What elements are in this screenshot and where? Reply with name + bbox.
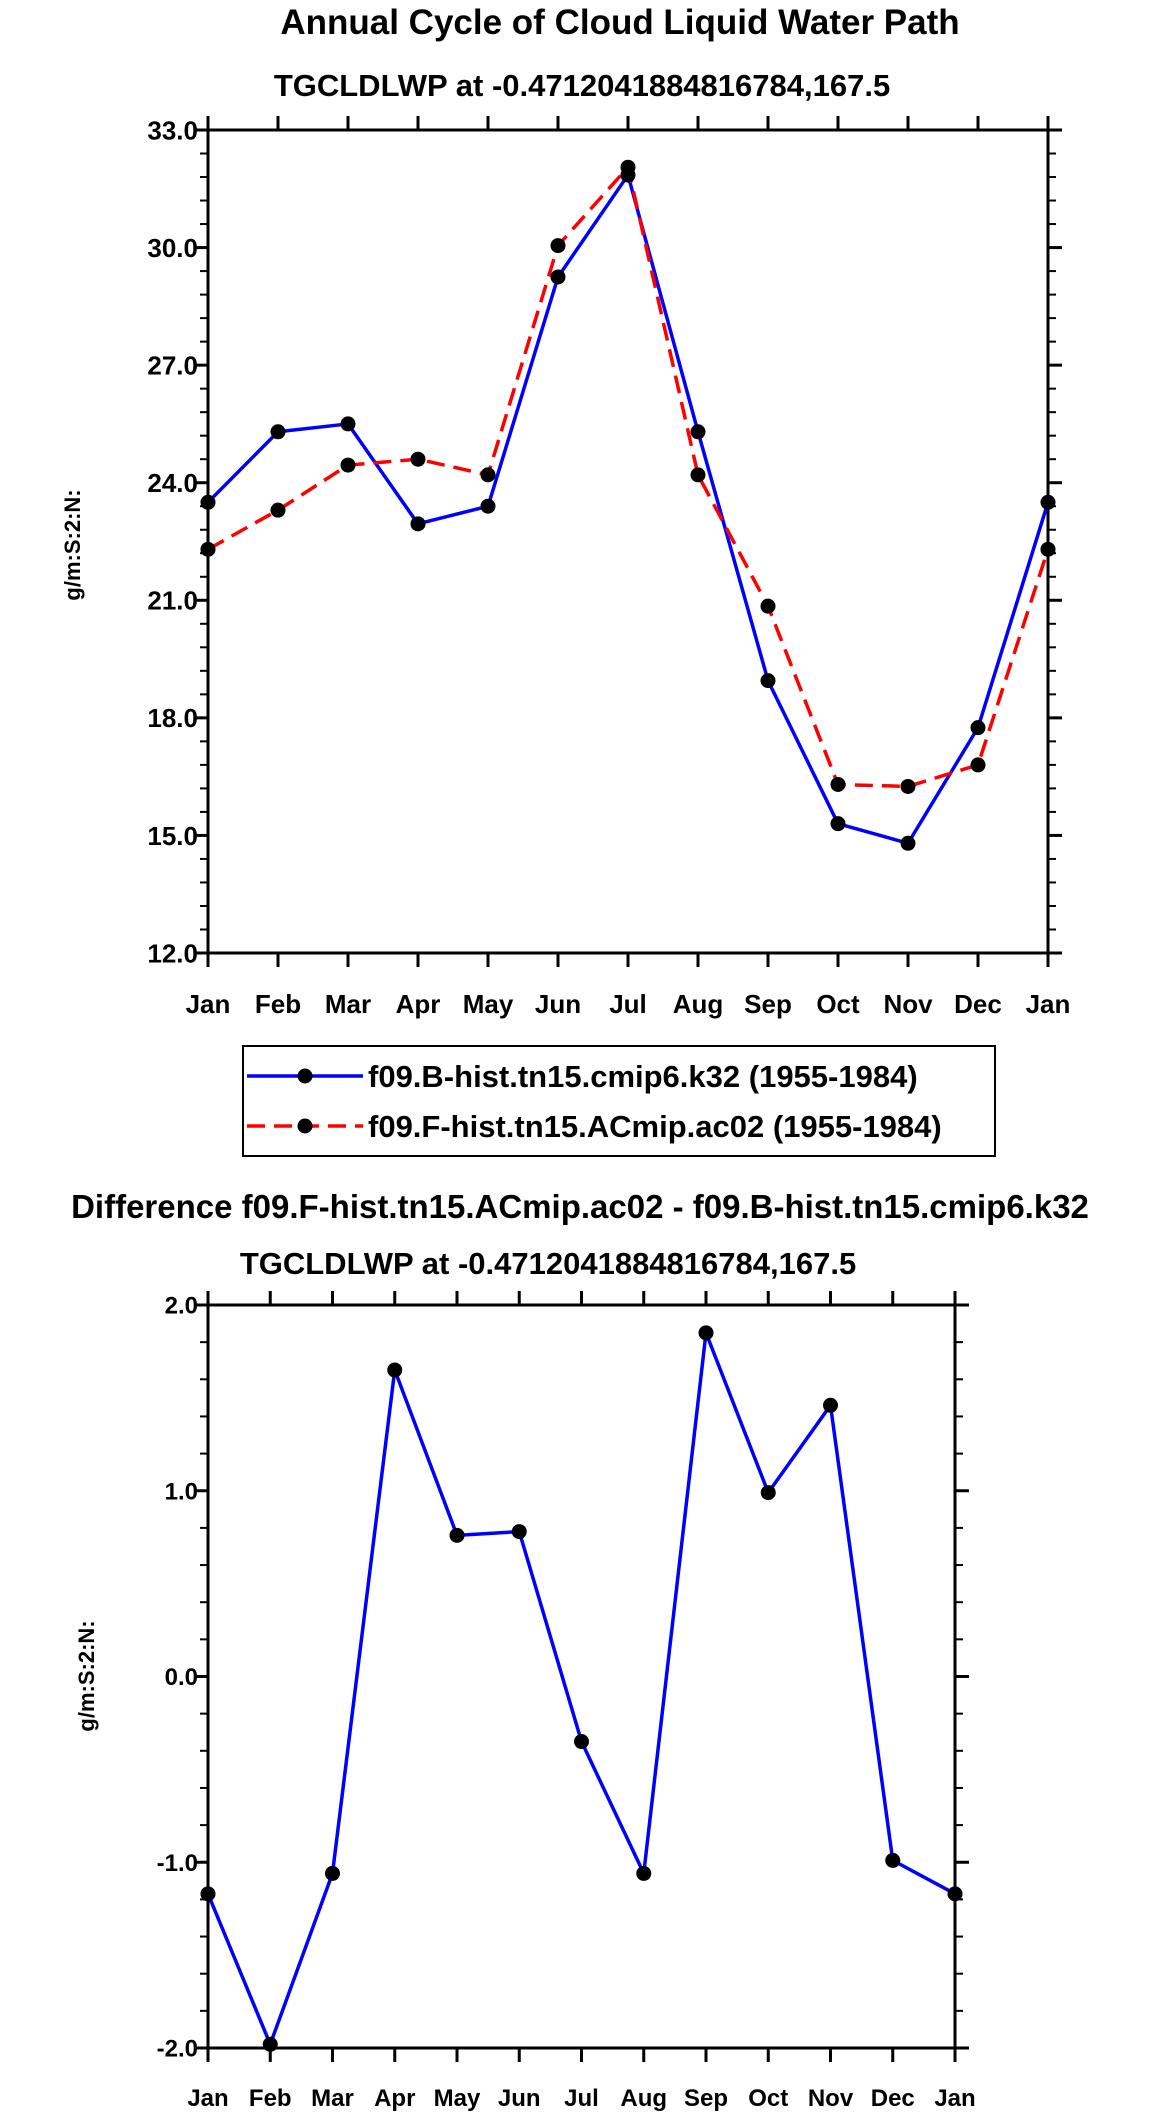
chart2-xtick-label: Mar bbox=[311, 2085, 354, 2112]
chart1-series-1-line bbox=[206, 173, 1050, 846]
chart1-series-2-point bbox=[340, 457, 356, 473]
chart2-xtick-label: Aug bbox=[620, 2085, 667, 2112]
chart1-xtick-label: May bbox=[463, 989, 514, 1019]
chart1-series-1-point bbox=[830, 816, 846, 832]
chart1-series-2-point bbox=[1040, 541, 1056, 557]
chart2-xtick-label: Jul bbox=[564, 2085, 599, 2112]
legend-box bbox=[242, 1045, 996, 1157]
difference-chart: Difference f09.F-hist.tn15.ACmip.ac02 - … bbox=[71, 1188, 1089, 2112]
chart1-ytick-label: 24.0 bbox=[147, 468, 198, 498]
legend-label-series-2: f09.F-hist.tn15.ACmip.ac02 (1955-1984) bbox=[368, 1109, 942, 1144]
chart2-series-1-point bbox=[823, 1397, 838, 1413]
chart1-series-2-point bbox=[970, 757, 986, 773]
chart1-series-1-point bbox=[690, 424, 706, 440]
chart2-ytick-label: -1.0 bbox=[157, 1850, 198, 1877]
chart1-xtick-label: Sep bbox=[744, 989, 792, 1019]
chart1-ytick-label: 21.0 bbox=[147, 586, 198, 616]
chart2-series-1-point bbox=[262, 2036, 278, 2052]
chart1-plot-area: 12.0 15.0 18.0 21.0 24.0 27.0 30.0 33.0 Jan Feb Ma… bbox=[147, 115, 1070, 1019]
chart2-xtick-label: Oct bbox=[748, 2085, 788, 2112]
chart1-series-1-point bbox=[340, 416, 356, 432]
chart1-ytick-label: 12.0 bbox=[147, 938, 198, 968]
chart2-series-1-line bbox=[206, 1331, 956, 2047]
chart2-ytick-label: -2.0 bbox=[157, 2036, 198, 2063]
chart1-series-1-point bbox=[970, 720, 986, 736]
chart1-series-2-point bbox=[690, 467, 706, 483]
chart1-ytick-label: 15.0 bbox=[147, 821, 198, 851]
chart1-xtick-label: Dec bbox=[954, 989, 1002, 1019]
chart1-series-2-point bbox=[830, 776, 846, 792]
annual-cycle-chart: Annual Cycle of Cloud Liquid Water Path … bbox=[60, 3, 1070, 1157]
chart1-series-1-point bbox=[1040, 494, 1056, 510]
chart1-series-2-point bbox=[550, 238, 566, 254]
legend-label-series-1: f09.B-hist.tn15.cmip6.k32 (1955-1984) bbox=[368, 1059, 918, 1094]
chart1-ytick-label: 33.0 bbox=[147, 115, 198, 145]
chart2-y-axis-label: g/m:S:2:N: bbox=[74, 1620, 99, 1731]
chart1-series-1-point bbox=[900, 835, 916, 851]
chart2-xtick-label: Dec bbox=[871, 2085, 915, 2112]
chart2-xtick-label: Nov bbox=[808, 2085, 854, 2112]
chart2-xtick-label: Jan bbox=[934, 2085, 975, 2112]
chart1-xtick-label: Feb bbox=[255, 989, 301, 1019]
chart2-xtick-label: May bbox=[434, 2085, 481, 2112]
legend-marker-series-2 bbox=[297, 1118, 313, 1134]
chart1-series-1-point bbox=[480, 498, 496, 514]
chart1-xtick-label: Jul bbox=[609, 989, 647, 1019]
chart2-series-1-point bbox=[698, 1325, 714, 1341]
chart1-subtitle: TGCLDLWP at -0.4712041884816784,167.5 bbox=[274, 68, 890, 103]
chart2-xtick-label: Apr bbox=[374, 2085, 415, 2112]
chart1-ytick-label: 18.0 bbox=[147, 703, 198, 733]
chart2-series-1-point bbox=[574, 1734, 589, 1750]
chart1-xtick-label: Apr bbox=[396, 989, 441, 1019]
chart1-legend: f09.B-hist.tn15.cmip6.k32 (1955-1984) f0… bbox=[242, 1045, 996, 1157]
chart1-series-1-point bbox=[270, 424, 286, 440]
chart2-series-1-point bbox=[449, 1527, 465, 1543]
chart2-xtick-label: Jan bbox=[187, 2085, 228, 2112]
chart2-series-1-point bbox=[947, 1886, 963, 1902]
chart1-series-1-point bbox=[200, 494, 216, 510]
chart1-series-2-point bbox=[270, 502, 286, 518]
chart1-xtick-label: Mar bbox=[325, 989, 371, 1019]
chart2-xtick-label: Sep bbox=[684, 2085, 728, 2112]
chart1-xtick-label: Jan bbox=[1026, 989, 1071, 1019]
chart1-y-axis-label: g/m:S:2:N: bbox=[60, 489, 85, 600]
chart1-xtick-label: Aug bbox=[673, 989, 724, 1019]
chart1-xtick-label: Jun bbox=[535, 989, 581, 1019]
chart2-xtick-label: Jun bbox=[498, 2085, 541, 2112]
chart2-series-1-point bbox=[885, 1852, 901, 1868]
chart1-series-2-point bbox=[410, 451, 426, 467]
chart2-ytick-label: 2.0 bbox=[165, 1293, 198, 1320]
chart1-frame bbox=[206, 128, 1050, 955]
chart2-ytick-label: 1.0 bbox=[165, 1478, 198, 1505]
chart2-frame bbox=[206, 1303, 957, 2050]
chart2-ytick-label: 0.0 bbox=[165, 1664, 198, 1691]
chart1-series-1-point bbox=[550, 269, 566, 285]
chart2-series-1-point bbox=[636, 1865, 652, 1881]
chart2-series-1-point bbox=[325, 1865, 340, 1881]
chart2-series-1-point bbox=[387, 1362, 403, 1378]
chart2-plot-area: -2.0 -1.0 0.0 1.0 2.0 Jan Feb Mar Apr May Jun Jul Au… bbox=[157, 1291, 976, 2112]
chart1-series-2-point bbox=[760, 598, 776, 614]
chart1-title: Annual Cycle of Cloud Liquid Water Path bbox=[280, 3, 959, 42]
chart1-xtick-label: Jan bbox=[186, 989, 231, 1019]
chart1-series-1-point bbox=[760, 673, 776, 689]
chart1-ytick-label: 27.0 bbox=[147, 351, 198, 381]
chart1-xtick-label: Oct bbox=[816, 989, 860, 1019]
chart2-series-1-point bbox=[760, 1485, 776, 1501]
chart1-series-2-point bbox=[480, 467, 496, 483]
chart1-xtick-label: Nov bbox=[883, 989, 933, 1019]
chart2-xtick-label: Feb bbox=[249, 2085, 292, 2112]
legend-marker-series-1 bbox=[297, 1068, 313, 1084]
chart2-series-1-point bbox=[511, 1524, 527, 1540]
chart1-ytick-label: 30.0 bbox=[147, 233, 198, 263]
chart1-series-2-point bbox=[900, 778, 916, 794]
chart1-series-2-line bbox=[207, 165, 1050, 789]
chart1-series-2-point bbox=[200, 541, 216, 557]
chart1-series-1-point bbox=[410, 516, 426, 532]
chart1-series-2-point bbox=[620, 159, 636, 175]
chart2-series-1-point bbox=[200, 1886, 216, 1902]
chart2-title: Difference f09.F-hist.tn15.ACmip.ac02 - … bbox=[71, 1188, 1089, 1225]
chart2-subtitle: TGCLDLWP at -0.4712041884816784,167.5 bbox=[240, 1246, 856, 1281]
